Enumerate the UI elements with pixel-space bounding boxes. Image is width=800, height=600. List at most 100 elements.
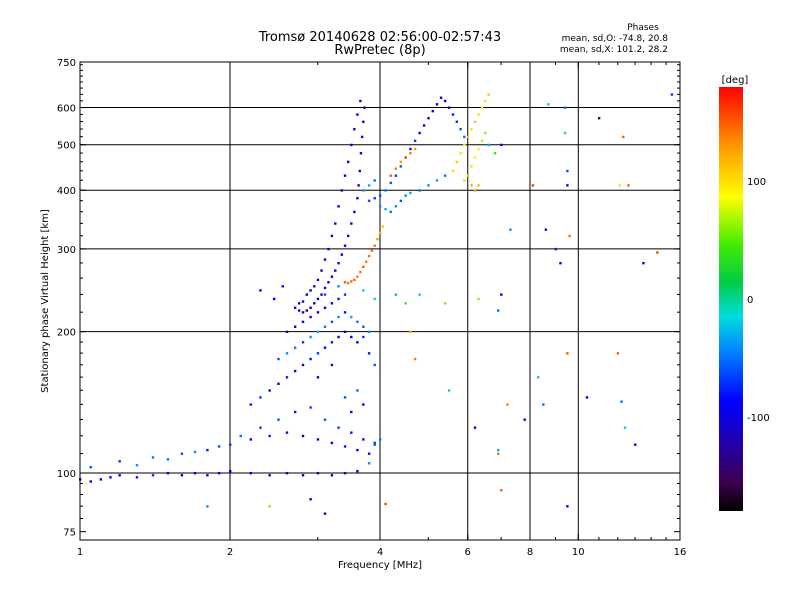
- data-point: [193, 471, 197, 475]
- data-point: [293, 410, 297, 414]
- colorbar-label: [deg]: [722, 75, 749, 86]
- data-point: [443, 174, 447, 177]
- data-point: [634, 443, 637, 446]
- data-point: [316, 297, 320, 301]
- data-point: [435, 103, 439, 106]
- data-point: [627, 184, 630, 187]
- data-point: [340, 253, 344, 256]
- data-point: [566, 184, 569, 187]
- data-point: [313, 302, 316, 305]
- data-point: [487, 93, 490, 96]
- data-point: [379, 205, 382, 208]
- data-point: [206, 474, 209, 477]
- data-point: [206, 448, 209, 452]
- data-point: [470, 184, 473, 187]
- data-point: [356, 320, 359, 324]
- data-point: [439, 96, 443, 99]
- y-tick-label: 300: [57, 245, 76, 256]
- data-point: [376, 237, 379, 241]
- data-point: [301, 434, 305, 438]
- data-point: [360, 135, 364, 139]
- data-point: [427, 184, 430, 187]
- data-point: [509, 228, 512, 231]
- data-point: [585, 396, 589, 399]
- grid-lines: [80, 62, 680, 540]
- data-point: [313, 285, 316, 288]
- data-point: [381, 225, 385, 228]
- data-point: [320, 269, 323, 272]
- data-point: [151, 474, 155, 477]
- data-point: [109, 476, 112, 479]
- data-point: [466, 135, 470, 139]
- data-point: [305, 309, 309, 312]
- data-point: [463, 179, 466, 182]
- data-point: [330, 302, 334, 305]
- data-point: [193, 450, 197, 454]
- data-point: [346, 281, 350, 285]
- data-point: [268, 434, 271, 438]
- data-point: [362, 335, 365, 339]
- data-point: [616, 352, 620, 355]
- data-point: [373, 244, 376, 247]
- data-point: [330, 275, 334, 278]
- data-point: [466, 174, 470, 177]
- data-point: [316, 438, 320, 441]
- data-point: [362, 289, 365, 292]
- data-point: [118, 474, 121, 477]
- data-point: [622, 135, 625, 139]
- data-point: [297, 309, 301, 312]
- data-point: [323, 418, 327, 421]
- data-point: [272, 297, 276, 301]
- data-point: [367, 330, 371, 334]
- y-tick-label: 500: [57, 141, 76, 152]
- data-point: [473, 120, 477, 123]
- data-point: [373, 179, 376, 182]
- data-point: [356, 469, 359, 473]
- data-point: [350, 315, 353, 319]
- data-point: [618, 184, 621, 187]
- data-point: [309, 406, 312, 409]
- x-axis-label: Frequency [MHz]: [338, 560, 422, 571]
- data-point: [316, 352, 320, 355]
- data-point: [323, 346, 327, 349]
- data-point: [480, 139, 484, 143]
- data-point: [330, 441, 334, 445]
- data-point: [334, 222, 337, 225]
- data-point: [357, 184, 360, 187]
- data-points: [79, 93, 674, 515]
- annotation-heading: Phases: [627, 23, 659, 33]
- data-point: [470, 128, 473, 131]
- data-point: [309, 357, 312, 361]
- y-axis-label: Stationary phase Virtual Height [km]: [40, 209, 51, 393]
- data-point: [337, 426, 340, 429]
- x-tick-label: 6: [465, 547, 471, 558]
- data-point: [350, 410, 353, 414]
- data-point: [217, 445, 221, 448]
- data-point: [359, 99, 362, 103]
- x-tick-label: 1: [77, 547, 83, 558]
- data-point: [330, 341, 334, 344]
- data-point: [309, 335, 312, 339]
- data-point: [249, 403, 253, 406]
- data-point: [343, 330, 347, 334]
- data-point: [373, 197, 376, 200]
- data-point: [656, 251, 659, 254]
- data-point: [566, 505, 569, 508]
- data-point: [89, 465, 92, 469]
- data-point: [346, 160, 350, 164]
- data-point: [305, 293, 309, 296]
- data-point: [301, 474, 305, 477]
- data-point: [277, 357, 280, 361]
- data-point: [367, 352, 371, 355]
- data-point: [337, 335, 340, 339]
- data-point: [350, 222, 353, 225]
- data-point: [327, 247, 330, 251]
- data-point: [473, 426, 477, 429]
- data-point: [373, 297, 376, 301]
- data-point: [373, 443, 376, 446]
- data-point: [409, 152, 412, 155]
- data-point: [473, 189, 477, 192]
- data-point: [301, 300, 305, 303]
- data-point: [337, 285, 340, 288]
- data-point: [268, 474, 271, 477]
